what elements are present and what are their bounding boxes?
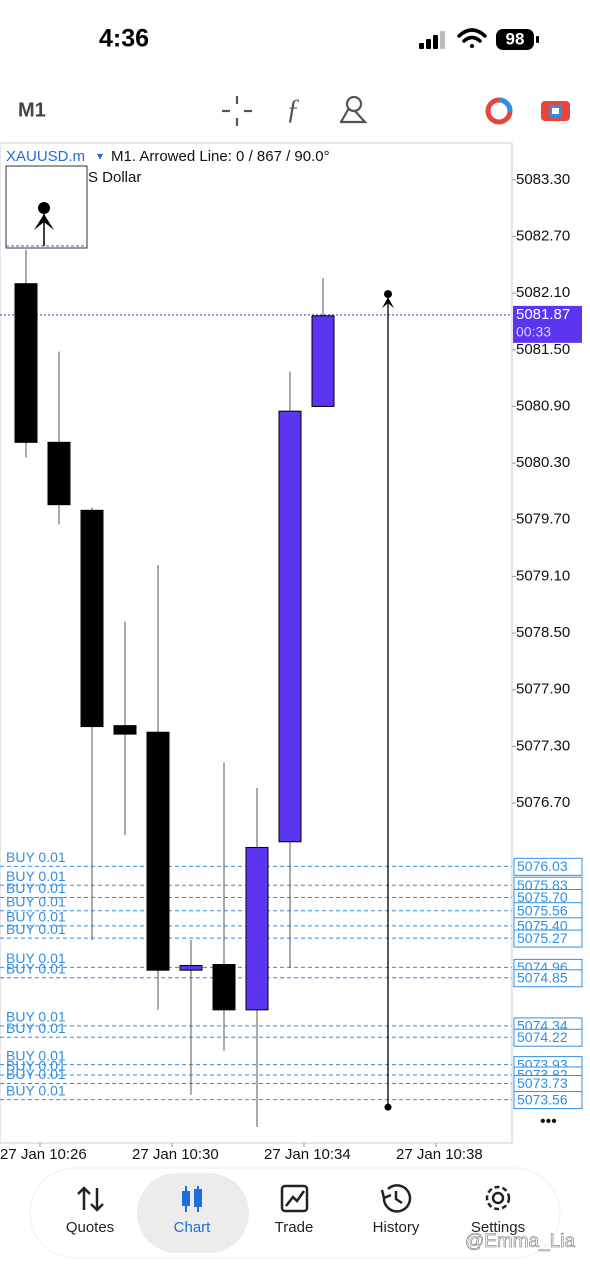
symbol-description: S Dollar [88,169,141,186]
countdown-label: 00:33 [516,324,551,340]
order-price-label: 5075.83 [517,877,568,893]
candle-body [14,283,38,443]
y-tick-label: 5076.70 [516,794,570,811]
y-tick-label: 5083.30 [516,171,570,188]
plot: 5083.30 5082.70 5082.10 5081.50 5080.90 5080.… [0,171,583,1163]
order-price-label: 5075.56 [517,902,568,918]
order-price-box [513,929,583,948]
order-label: BUY 0.01 [6,1009,66,1025]
order-label: BUY 0.01 [6,960,66,976]
quotes-icon [77,1186,104,1212]
history-icon [380,1184,412,1213]
settings-icon [485,1185,511,1211]
chart-icon [182,1186,202,1212]
order-price-box [513,857,583,876]
chart-info: M1. Arrowed Line: 0 / 867 / 90.0° [111,148,330,165]
tab-label[interactable]: History [373,1219,420,1236]
y-tick-label: 5077.30 [516,737,570,754]
account-button[interactable] [485,97,513,125]
y-tick-label: 5082.70 [516,227,570,244]
tab-label[interactable]: Trade [275,1219,314,1236]
battery-cap [536,36,539,43]
candle-body [278,410,302,843]
order-label: BUY 0.01 [6,1058,66,1074]
candle-body [113,725,137,735]
order-label: BUY 0.01 [6,1066,66,1082]
order-label: BUY 0.01 [6,868,66,884]
objects-button[interactable] [340,95,368,124]
candle-body [245,846,269,1011]
y-tick-label: 5077.90 [516,681,570,698]
order-label: BUY 0.01 [6,950,66,966]
selected-tab-bg [137,1173,249,1253]
candle-body [212,964,236,1011]
current-price-box [513,305,582,343]
order-price-label: 5076.03 [517,858,568,874]
timeframe-button[interactable]: M1 [18,99,46,121]
y-tick-label: 5080.30 [516,454,570,471]
trade-icon [280,1184,309,1213]
order-price-label: 5075.40 [517,918,568,934]
crosshair-button[interactable] [222,96,252,126]
tab-label[interactable]: Settings [471,1219,525,1236]
arrow-end [384,290,392,299]
y-tick-label: 5079.70 [516,511,570,528]
arrow-start [384,1103,392,1111]
tabs: Quotes Chart Trade History Settings [66,1219,525,1236]
x-tick-label: 27 Jan 10:26 [0,1146,87,1163]
candle-body [47,441,71,506]
order-label: BUY 0.01 [6,1047,66,1063]
candle-body [311,315,335,407]
more-button[interactable]: ••• [540,1113,557,1130]
order-label: BUY 0.01 [6,893,66,909]
symbol[interactable]: XAUUSD.m [6,148,85,165]
candle-body [179,964,203,971]
arrow-head [382,297,394,309]
x-tick-label: 27 Jan 10:30 [132,1146,219,1163]
order-price-box [513,969,583,988]
battery-icon [496,29,534,50]
y-tick-label: 5078.50 [516,624,570,641]
order-label: BUY 0.01 [6,1020,66,1036]
order-price-label: 5073.56 [517,1091,568,1107]
order-label: BUY 0.01 [6,849,66,865]
battery-level: 98 [506,29,525,48]
x-tick-label: 27 Jan 10:38 [396,1146,483,1163]
order-price-label: 5075.70 [517,889,568,905]
trade-button[interactable] [541,101,570,121]
signal-icon [419,31,445,49]
tab-label[interactable]: Chart [174,1219,212,1236]
tab-label[interactable]: Quotes [66,1219,114,1236]
x-tick-label: 27 Jan 10:34 [264,1146,351,1163]
y-tick-label: 5081.50 [516,341,570,358]
status-time: 4:36 [99,25,149,53]
y-tick-label: 5082.10 [516,284,570,301]
order-label: BUY 0.01 [6,1082,66,1098]
order-label: BUY 0.01 [6,880,66,896]
order-price-label: 5075.27 [517,930,568,946]
order-price-label: 5073.73 [517,1075,568,1091]
candle-body [80,509,104,728]
order-price-label: 5074.22 [517,1029,568,1045]
symbol-caret[interactable]: ▾ [97,149,103,163]
wifi-icon [457,28,487,48]
indicators-button[interactable]: ƒ [286,94,300,125]
order-price-box [513,1091,583,1110]
watermark: @Emma_Lia [465,1231,576,1252]
y-tick-label: 5080.90 [516,397,570,414]
order-label: BUY 0.01 [6,909,66,925]
current-price-label: 5081.87 [516,306,570,323]
order-price-box [513,1028,583,1047]
order-label: BUY 0.01 [6,921,66,937]
object-preview-arrow [34,202,54,246]
y-tick-label: 5079.10 [516,567,570,584]
order-price-label: 5074.85 [517,969,568,985]
candle-body [146,731,170,971]
